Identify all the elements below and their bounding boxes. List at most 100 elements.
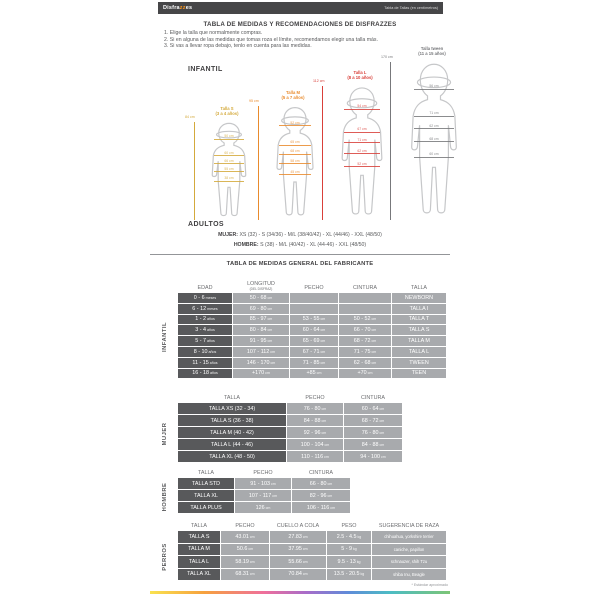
child-size-figure: Talla M (5 a 7 años) 95 cm 52 cm 65 cm 68 cm 5… (249, 90, 324, 220)
unit-label: kg (353, 547, 357, 552)
body-measure-line: 38 cm (213, 176, 245, 182)
measure-value-label: 50 cm (224, 134, 234, 139)
child-size-figure: Talla tween (11 a 15 años) 170 cm 56 cm 71 c… (381, 46, 470, 220)
height-value-label: 84 cm (185, 115, 195, 119)
table-cell: 1 - 2 años (178, 314, 232, 325)
measure-value-label: 60 cm (429, 152, 439, 157)
unit-label: años (209, 360, 218, 365)
unit-label: cm (248, 547, 254, 552)
unit-label: cm (321, 430, 327, 435)
unit-label: kg (360, 572, 365, 577)
table-cell: TALLA XL (48 - 50) (178, 451, 286, 462)
unit-label: cm (320, 349, 326, 354)
unit-label: kg (356, 559, 361, 564)
table-cell: 82 - 96 cm (292, 490, 350, 501)
table-cell: TALLA T (392, 314, 446, 325)
figure-talla-label: Talla tween (420, 46, 444, 51)
intro-step: 1. Elige la talla que normalmente compra… (164, 30, 263, 36)
table-cell: 71 - 85 cm (290, 357, 338, 368)
measure-value-label: 56 cm (429, 84, 439, 89)
table-cell: 84 - 88 cm (287, 415, 343, 426)
column-header: PECHO (235, 523, 255, 529)
body-measure-line: 62 cm (413, 124, 455, 130)
unit-label: cm (330, 505, 336, 510)
unit-label: cm (270, 360, 276, 365)
unit-label: cm (371, 360, 377, 365)
column-header-sub: (DEL DISFRAZ) (249, 287, 273, 291)
unit-label: cm (267, 317, 273, 322)
table-cell: 16 - 18 años (178, 368, 232, 379)
table-cell: 126 cm (235, 502, 291, 513)
column-header: PECHO (305, 395, 325, 401)
unit-label: años (207, 328, 215, 333)
table-cell: 5 - 9 kg (327, 543, 371, 555)
table-cell: 66 - 80 cm (292, 478, 350, 489)
table-cell: TALLA S (178, 531, 220, 543)
table-cell: 91 - 95 cm (233, 336, 289, 346)
table-cell: 100 - 104 cm (287, 439, 343, 450)
measure-value-label: 60 cm (224, 150, 234, 155)
table-cell: 13.5 - 20.5 kg (327, 568, 371, 580)
unit-label: cm (320, 360, 326, 365)
figure-size-label: Talla M (5 a 7 años) (262, 90, 324, 101)
section-divider (150, 254, 450, 255)
height-measure-line (390, 62, 391, 220)
height-measure-line (194, 122, 195, 220)
child-silhouette-icon (202, 122, 256, 220)
unit-label: cm (270, 349, 276, 354)
height-measure-line (322, 86, 323, 220)
unit-label: años (207, 339, 215, 344)
table-cell: 5 - 7 años (178, 336, 232, 346)
table-cell: 70.84 cm (270, 568, 326, 580)
unit-label: años (207, 317, 215, 322)
unit-label: meses (207, 306, 218, 311)
unit-label: cm (316, 371, 322, 376)
body-measure-line: 45 cm (278, 170, 312, 176)
body-measure-line: 62 cm (344, 149, 380, 154)
body-measure-line: 54 cm (344, 104, 380, 110)
table-cell: 107 - 117 cm (235, 490, 291, 501)
measure-value-label: 62 cm (429, 123, 439, 128)
unit-label: cm (249, 534, 255, 539)
table-cell (339, 293, 391, 303)
table-header-row: EDAD LONGITUD (DEL DISFRAZ) PECHO CINTURA TAL… (178, 279, 446, 292)
table-side-label: HOMBRE (162, 482, 168, 511)
table-cell: 2.5 - 4.5 kg (327, 531, 371, 543)
table-cell: 62 - 68 cm (339, 357, 391, 368)
table-header-row: TALLA PECHO CINTURA (178, 391, 402, 402)
measure-value-label: 45 cm (290, 169, 300, 174)
table-cell: 0 - 6 meses (178, 293, 232, 303)
body-measure-line: 60 cm (413, 152, 455, 158)
table-body: 0 - 6 meses 50 - 68 cm NEWBORN 6 - 12 meses… (178, 293, 446, 379)
table-side-label: PERROS (162, 542, 168, 571)
figure-size-label: Talla S (3 a 4 años) (198, 106, 256, 117)
child-size-figure: Talla L (8 a 10 años) 112 cm 54 cm 67 cm 71 c… (313, 70, 394, 220)
column-header: TALLA (223, 395, 241, 401)
body-measure-line: 65 cm (278, 140, 312, 146)
table-cell: 71 - 75 cm (339, 346, 391, 357)
body-measure-line: 60 cm (213, 151, 245, 157)
unit-label: cm (267, 339, 273, 344)
table-cell: 53 - 55 cm (290, 314, 338, 325)
body-measure-line: 66 cm (213, 159, 245, 165)
unit-label: cm (320, 339, 326, 344)
table-cell: chihuahua, yorkshire terrier (372, 531, 446, 543)
column-header: TALLA (190, 523, 208, 529)
table-cell (290, 293, 338, 303)
table-cell: 68.31 cm (221, 568, 269, 580)
table-cell: 60 - 64 cm (290, 325, 338, 336)
intro-steps: 1. Elige la talla que normalmente compra… (164, 30, 442, 50)
table-cell: 50 - 68 cm (233, 293, 289, 303)
table-cell: TALLA M (392, 336, 446, 346)
unit-label: cm (367, 371, 373, 376)
table-cell: 110 - 116 cm (287, 451, 343, 462)
unit-label: kg (357, 534, 362, 539)
page-title: TABLA DE MEDIDAS Y RECOMENDACIONES DE DI… (203, 21, 397, 28)
table-cell: TALLA L (44 - 46) (178, 439, 286, 450)
unit-label: cm (320, 328, 326, 333)
column-header: CINTURA (361, 395, 385, 401)
table-cell: 84 - 88 cm (344, 439, 402, 450)
unit-label: cm (302, 572, 308, 577)
unit-label: cm (249, 572, 255, 577)
column-header: LONGITUD (DEL DISFRAZ) (233, 281, 289, 292)
